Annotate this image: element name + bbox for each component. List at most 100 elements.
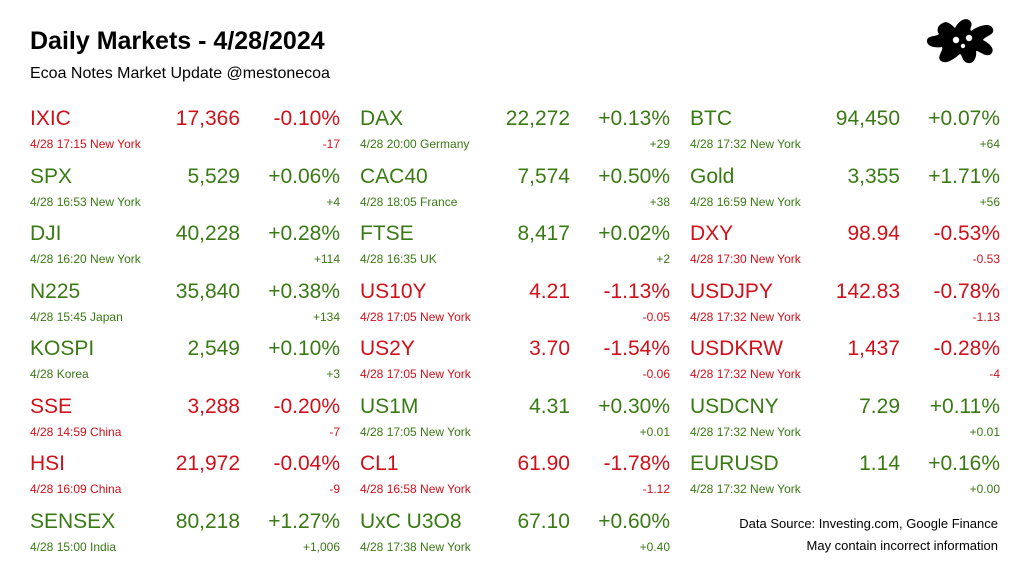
market-cell: FTSE 8,417 +0.02% 4/28 16:35 UK +2 (360, 215, 670, 273)
market-timestamp: 4/28 16:35 UK (360, 252, 437, 266)
market-timestamp: 4/28 17:05 New York (360, 424, 471, 439)
market-price: 21,972 (175, 452, 240, 475)
market-change: -4 (989, 367, 1000, 381)
market-price: 80,218 (175, 509, 240, 533)
market-cell: Gold 3,355 +1.71% 4/28 16:59 New York +56 (690, 158, 1000, 216)
market-price: 7,574 (517, 164, 570, 188)
market-change: -0.05 (642, 309, 670, 324)
market-cell: SPX 5,529 +0.06% 4/28 16:53 New York +4 (30, 158, 340, 216)
market-price: 4.31 (529, 394, 570, 418)
market-cell: CL1 61.90 -1.78% 4/28 16:58 New York -1.12 (360, 445, 670, 503)
market-symbol: SSE (30, 394, 73, 418)
market-price: 7.29 (859, 394, 900, 418)
market-price: 1.14 (859, 452, 900, 475)
market-price: 8,417 (517, 222, 570, 245)
market-percent-change: +0.06% (268, 164, 340, 188)
market-change: +134 (312, 309, 340, 324)
market-timestamp: 4/28 17:32 New York (690, 482, 801, 496)
market-change: +0.00 (969, 482, 1000, 496)
market-cell: N225 35,840 +0.38% 4/28 15:45 Japan +134 (30, 273, 340, 331)
market-percent-change: +0.10% (268, 337, 340, 360)
market-cell: USDKRW 1,437 -0.28% 4/28 17:32 New York -4 (690, 330, 1000, 388)
market-timestamp: 4/28 18:05 France (360, 194, 458, 209)
market-cell: USDJPY 142.83 -0.78% 4/28 17:32 New York -1.… (690, 273, 1000, 331)
market-symbol: CAC40 (360, 164, 428, 188)
market-percent-change: +0.30% (598, 394, 670, 418)
market-symbol: US10Y (360, 279, 427, 303)
market-change: +2 (656, 252, 670, 266)
market-timestamp: 4/28 14:59 China (30, 424, 122, 439)
market-percent-change: +1.71% (928, 164, 1000, 188)
market-price: 3,355 (847, 164, 900, 188)
market-change: +3 (326, 367, 340, 381)
data-source-note: Data Source: Investing.com, Google Finan… (739, 516, 998, 531)
market-percent-change: -0.28% (933, 337, 1000, 360)
market-percent-change: +0.28% (268, 222, 340, 245)
market-symbol: Gold (690, 164, 735, 188)
market-cell: EURUSD 1.14 +0.16% 4/28 17:32 New York +0.00 (690, 445, 1000, 503)
market-symbol: UxC U3O8 (360, 509, 462, 533)
market-timestamp: 4/28 16:20 New York (30, 252, 141, 266)
market-cell: CAC40 7,574 +0.50% 4/28 18:05 France +38 (360, 158, 670, 216)
market-price: 5,529 (187, 164, 240, 188)
market-timestamp: 4/28 17:32 New York (690, 367, 801, 381)
market-price: 1,437 (847, 337, 900, 360)
market-cell: SSE 3,288 -0.20% 4/28 14:59 China -7 (30, 388, 340, 446)
market-timestamp: 4/28 15:45 Japan (30, 309, 123, 324)
splat-logo-icon (927, 19, 994, 64)
market-price: 17,366 (175, 107, 240, 130)
market-symbol: BTC (690, 107, 732, 130)
market-price: 4.21 (529, 279, 570, 303)
market-timestamp: 4/28 16:53 New York (30, 194, 141, 209)
market-price: 40,228 (175, 222, 240, 245)
market-cell: USDCNY 7.29 +0.11% 4/28 17:32 New York +0.01 (690, 388, 1000, 446)
market-cell: IXIC 17,366 -0.10% 4/28 17:15 New York -17 (30, 100, 340, 158)
market-timestamp: 4/28 Korea (30, 367, 89, 381)
market-timestamp: 4/28 15:00 India (30, 539, 117, 554)
market-symbol: US1M (360, 394, 419, 418)
market-symbol: CL1 (360, 452, 399, 475)
market-percent-change: +0.38% (268, 279, 340, 303)
market-timestamp: 4/28 17:38 New York (360, 539, 471, 554)
market-timestamp: 4/28 17:32 New York (690, 424, 801, 439)
market-timestamp: 4/28 20:00 Germany (360, 137, 470, 151)
market-timestamp: 4/28 17:30 New York (690, 252, 801, 266)
market-timestamp: 4/28 17:32 New York (690, 309, 801, 324)
market-price: 2,549 (187, 337, 240, 360)
market-symbol: DXY (690, 222, 734, 245)
market-price: 22,272 (505, 107, 570, 130)
market-change: +0.40 (639, 539, 670, 554)
market-cell: DJI 40,228 +0.28% 4/28 16:20 New York +114 (30, 215, 340, 273)
market-percent-change: +0.13% (598, 107, 670, 130)
market-symbol: IXIC (30, 107, 71, 130)
market-price: 35,840 (175, 279, 240, 303)
market-percent-change: +0.11% (929, 394, 1000, 418)
market-symbol: EURUSD (690, 452, 779, 475)
market-cell: US10Y 4.21 -1.13% 4/28 17:05 New York -0.05 (360, 273, 670, 331)
market-timestamp: 4/28 16:59 New York (690, 194, 801, 209)
disclaimer-note: May contain incorrect information (806, 538, 998, 553)
market-symbol: N225 (30, 279, 81, 303)
market-percent-change: +0.07% (928, 107, 1000, 130)
market-timestamp: 4/28 17:32 New York (690, 137, 801, 151)
market-symbol: USDJPY (690, 279, 773, 303)
market-cell: KOSPI 2,549 +0.10% 4/28 Korea +3 (30, 330, 340, 388)
market-symbol: USDCNY (690, 394, 779, 418)
market-cell: DXY 98.94 -0.53% 4/28 17:30 New York -0.53 (690, 215, 1000, 273)
market-symbol: HSI (30, 452, 66, 475)
market-percent-change: -1.78% (603, 452, 670, 475)
market-price: 67.10 (517, 509, 570, 533)
market-cell: HSI 21,972 -0.04% 4/28 16:09 China -9 (30, 445, 340, 503)
market-cell: SENSEX 80,218 +1.27% 4/28 15:00 India +1,006 (30, 503, 340, 561)
market-symbol: US2Y (360, 337, 415, 360)
market-change: -17 (322, 137, 340, 151)
market-percent-change: +0.60% (598, 509, 670, 533)
market-percent-change: -0.78% (933, 279, 1000, 303)
market-symbol: DJI (30, 222, 62, 245)
market-change: -9 (329, 482, 340, 496)
market-change: +4 (326, 194, 340, 209)
market-column-2: DAX 22,272 +0.13% 4/28 20:00 Germany +29 CAC4… (360, 100, 670, 560)
market-cell: BTC 94,450 +0.07% 4/28 17:32 New York +64 (690, 100, 1000, 158)
market-price: 94,450 (835, 107, 900, 130)
market-change: +38 (649, 194, 670, 209)
